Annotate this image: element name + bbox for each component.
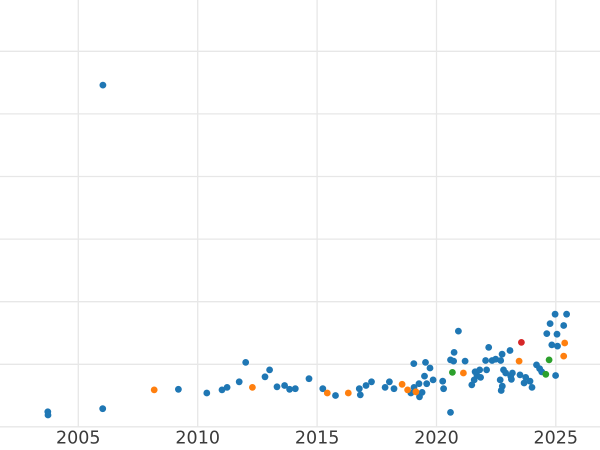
data-point-blue bbox=[426, 364, 434, 372]
data-point-blue bbox=[421, 372, 428, 380]
data-point-blue bbox=[560, 322, 568, 329]
data-point-blue bbox=[520, 379, 528, 387]
data-point-blue bbox=[455, 327, 462, 335]
data-point-blue bbox=[242, 359, 250, 366]
data-point-blue bbox=[563, 310, 570, 318]
data-point-green bbox=[545, 356, 553, 364]
data-point-blue bbox=[502, 369, 510, 377]
data-point-blue bbox=[477, 374, 484, 381]
data-point-orange bbox=[404, 386, 411, 394]
data-point-blue bbox=[461, 357, 469, 365]
data-point-orange bbox=[249, 384, 256, 391]
data-point-red bbox=[518, 339, 525, 346]
data-point-orange bbox=[412, 388, 420, 396]
data-point-blue bbox=[356, 391, 364, 399]
x-tick-label: 2010 bbox=[175, 428, 220, 448]
data-point-green bbox=[449, 369, 456, 376]
data-point-blue bbox=[99, 81, 107, 89]
data-point-orange bbox=[460, 369, 467, 377]
data-point-blue bbox=[223, 384, 231, 391]
data-point-blue bbox=[553, 330, 561, 338]
data-point-blue bbox=[482, 357, 489, 364]
data-point-blue bbox=[305, 375, 313, 383]
data-point-blue bbox=[508, 375, 515, 383]
data-point-blue bbox=[440, 385, 447, 393]
data-point-blue bbox=[450, 357, 457, 365]
data-point-blue bbox=[410, 360, 418, 367]
data-point-blue bbox=[175, 385, 182, 393]
x-tick-label: 2015 bbox=[295, 428, 340, 448]
data-point-blue bbox=[497, 387, 505, 394]
data-point-blue bbox=[497, 357, 505, 364]
data-point-blue bbox=[509, 369, 516, 377]
data-point-blue bbox=[273, 383, 281, 391]
data-point-blue bbox=[266, 366, 273, 374]
data-point-blue bbox=[381, 384, 389, 391]
data-point-blue bbox=[422, 359, 429, 366]
data-point-blue bbox=[332, 392, 339, 399]
data-point-blue bbox=[429, 376, 437, 384]
data-point-blue bbox=[286, 385, 293, 393]
data-point-blue bbox=[447, 409, 454, 416]
data-point-blue bbox=[528, 384, 536, 391]
data-point-blue bbox=[546, 320, 554, 327]
data-point-blue bbox=[235, 378, 243, 386]
data-point-blue bbox=[476, 366, 484, 374]
data-point-blue bbox=[506, 347, 514, 354]
data-point-blue bbox=[551, 310, 559, 318]
data-point-blue bbox=[483, 366, 490, 374]
data-point-blue bbox=[355, 385, 363, 393]
data-point-orange bbox=[398, 380, 406, 388]
data-point-blue bbox=[291, 385, 299, 393]
data-point-orange bbox=[560, 352, 568, 360]
data-point-blue bbox=[552, 372, 559, 379]
data-point-blue bbox=[498, 350, 506, 358]
data-point-blue bbox=[516, 371, 524, 379]
data-point-blue bbox=[554, 342, 561, 350]
data-point-blue bbox=[218, 386, 226, 394]
data-point-blue bbox=[261, 373, 269, 381]
data-point-blue bbox=[99, 405, 107, 413]
data-point-green bbox=[542, 370, 550, 378]
data-point-blue bbox=[44, 411, 52, 419]
x-tick-label: 2025 bbox=[534, 428, 579, 448]
data-point-blue bbox=[439, 377, 447, 385]
data-point-blue bbox=[362, 382, 370, 389]
data-point-blue bbox=[415, 380, 423, 388]
data-point-blue bbox=[450, 349, 458, 356]
data-point-orange bbox=[561, 339, 569, 347]
data-point-blue bbox=[203, 389, 211, 397]
data-point-blue bbox=[319, 385, 327, 393]
data-point-blue bbox=[548, 341, 556, 349]
data-point-orange bbox=[344, 389, 352, 397]
data-point-blue bbox=[368, 378, 375, 386]
data-point-blue bbox=[485, 344, 493, 351]
data-point-orange bbox=[150, 386, 158, 394]
data-point-blue bbox=[526, 377, 534, 385]
data-point-blue bbox=[386, 378, 393, 386]
x-tick-label: 2020 bbox=[414, 428, 459, 448]
data-point-blue bbox=[390, 385, 398, 393]
data-point-orange bbox=[515, 357, 523, 365]
x-tick-label: 2005 bbox=[56, 428, 101, 448]
data-point-blue bbox=[543, 330, 551, 337]
data-point-blue bbox=[418, 389, 426, 396]
data-point-orange bbox=[323, 389, 331, 397]
data-point-blue bbox=[496, 376, 504, 384]
data-point-blue bbox=[423, 380, 431, 388]
data-point-blue bbox=[281, 382, 288, 389]
